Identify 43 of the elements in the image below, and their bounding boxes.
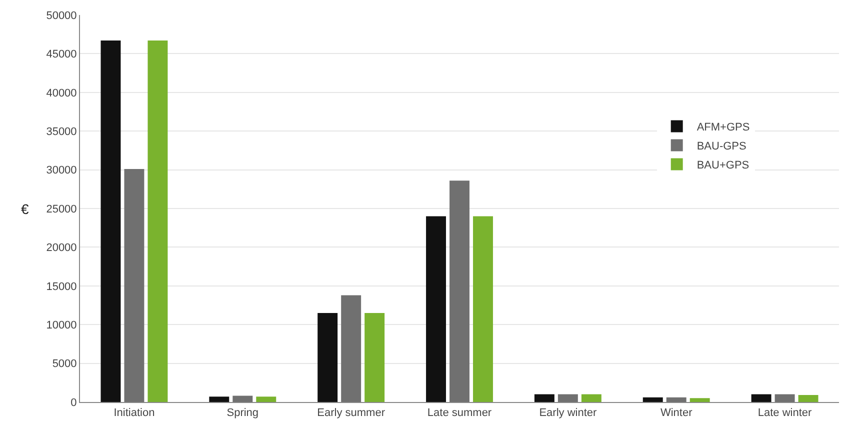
- x-tick-label: Early summer: [317, 407, 386, 420]
- bar: [426, 216, 446, 402]
- y-tick-label: 5000: [52, 358, 77, 370]
- x-tick-label: Initiation: [114, 407, 155, 420]
- bar: [209, 396, 230, 402]
- bar: [642, 397, 663, 402]
- y-tick-label: 25000: [46, 203, 77, 216]
- y-tick-label: 35000: [46, 126, 77, 138]
- x-tick-label: Spring: [226, 407, 259, 420]
- y-tick-label: 0: [70, 396, 77, 409]
- bar: [666, 397, 686, 402]
- bar: [100, 40, 121, 402]
- bar: [473, 216, 493, 402]
- x-tick-label: Winter: [660, 407, 693, 420]
- bar: [232, 396, 253, 402]
- y-tick-label: 20000: [46, 242, 77, 254]
- x-tick-label: Late winter: [758, 407, 812, 420]
- y-tick-label: 50000: [46, 10, 77, 22]
- x-tick-label: Late summer: [427, 407, 492, 420]
- bar: [751, 394, 772, 402]
- y-tick-label: 30000: [46, 164, 77, 177]
- bar: [690, 398, 710, 402]
- y-tick-label: 10000: [46, 319, 77, 332]
- bar: [534, 394, 554, 402]
- bar: [318, 312, 338, 402]
- bar: [341, 295, 362, 402]
- bar: [558, 394, 578, 402]
- bar: [256, 396, 276, 402]
- x-tick-label: Early winter: [539, 407, 597, 420]
- y-tick-label: 15000: [46, 280, 77, 293]
- bar: [124, 169, 144, 402]
- legend-label: AFM+GPS: [696, 122, 750, 134]
- y-tick-label: 45000: [46, 48, 77, 61]
- bar: [364, 312, 385, 402]
- y-tick-label: 40000: [46, 87, 77, 100]
- bar: [148, 40, 168, 402]
- y-axis-title: €: [21, 201, 29, 217]
- bar: [450, 180, 470, 402]
- bar: [798, 395, 818, 402]
- bar: [581, 394, 602, 402]
- bar: [774, 394, 795, 402]
- legend-label: BAU+GPS: [696, 160, 750, 172]
- legend-label: BAU-GPS: [696, 140, 746, 153]
